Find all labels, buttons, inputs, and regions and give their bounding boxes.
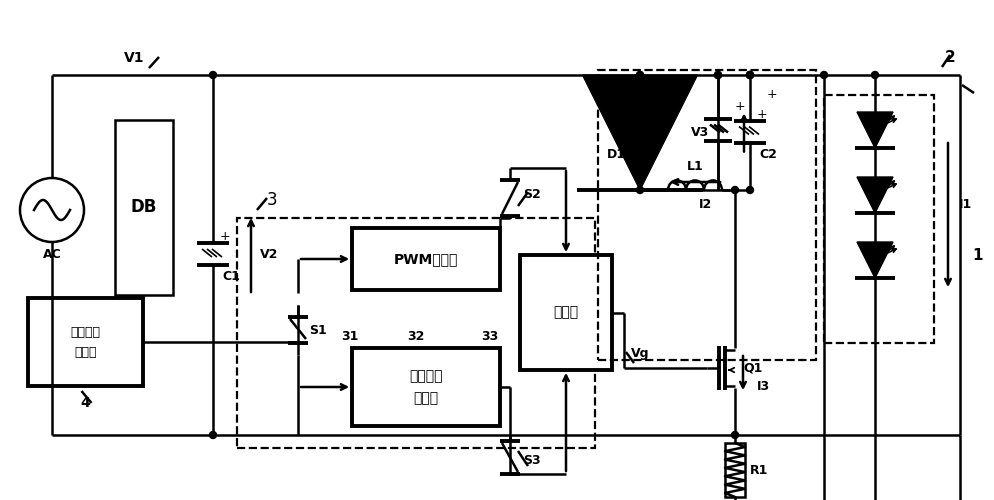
Circle shape (715, 72, 722, 78)
Text: D1: D1 (606, 148, 625, 162)
Text: AC: AC (43, 248, 62, 262)
Text: 驱动部: 驱动部 (554, 306, 579, 320)
Text: Vg: Vg (631, 346, 649, 360)
Text: V3: V3 (691, 126, 709, 139)
Circle shape (746, 72, 753, 78)
Circle shape (210, 72, 217, 78)
Circle shape (746, 72, 753, 78)
Circle shape (636, 72, 643, 78)
Bar (725, 443, 745, 497)
Circle shape (636, 186, 643, 194)
Bar (352, 228, 500, 290)
Text: I3: I3 (756, 380, 769, 392)
Text: 31: 31 (341, 330, 359, 342)
Text: +: + (735, 100, 746, 113)
Text: S3: S3 (523, 454, 541, 468)
Text: V1: V1 (123, 51, 144, 65)
Bar (352, 348, 500, 426)
Text: 振荡频率: 振荡频率 (410, 369, 442, 383)
Text: L1: L1 (687, 160, 704, 172)
Text: DB: DB (131, 198, 157, 216)
Bar (115, 120, 173, 295)
Bar (237, 218, 595, 448)
Text: +: + (220, 230, 231, 243)
Text: 输出部: 输出部 (75, 346, 96, 358)
Text: R1: R1 (749, 464, 768, 476)
Polygon shape (857, 242, 893, 278)
Text: 控制部: 控制部 (414, 391, 438, 405)
Circle shape (746, 72, 753, 78)
Text: S2: S2 (523, 188, 541, 200)
Circle shape (746, 186, 753, 194)
Text: V2: V2 (259, 248, 278, 262)
Circle shape (636, 72, 643, 78)
Circle shape (732, 186, 739, 194)
Bar (28, 298, 143, 386)
Text: 调光信号: 调光信号 (71, 326, 100, 338)
Polygon shape (582, 75, 698, 190)
Bar (824, 95, 934, 343)
Polygon shape (857, 177, 893, 213)
Text: +: + (766, 88, 777, 102)
Text: 32: 32 (408, 330, 424, 342)
Text: I1: I1 (958, 198, 971, 211)
Bar (520, 255, 612, 370)
Circle shape (715, 72, 722, 78)
Circle shape (872, 72, 879, 78)
Circle shape (732, 432, 739, 438)
Text: +: + (756, 108, 767, 121)
Text: C1: C1 (222, 270, 240, 283)
Bar (598, 70, 816, 360)
Polygon shape (857, 112, 893, 148)
Text: PWM控制部: PWM控制部 (394, 252, 458, 266)
Text: 1: 1 (973, 248, 983, 262)
Text: 33: 33 (481, 330, 499, 342)
Text: 4: 4 (81, 396, 90, 410)
Text: 3: 3 (266, 191, 277, 209)
Circle shape (820, 72, 827, 78)
Text: I2: I2 (699, 198, 712, 210)
Text: 2: 2 (944, 50, 955, 64)
Text: C2: C2 (759, 148, 777, 161)
Text: Q1: Q1 (744, 362, 762, 374)
Circle shape (210, 432, 217, 438)
Text: S1: S1 (309, 324, 327, 336)
